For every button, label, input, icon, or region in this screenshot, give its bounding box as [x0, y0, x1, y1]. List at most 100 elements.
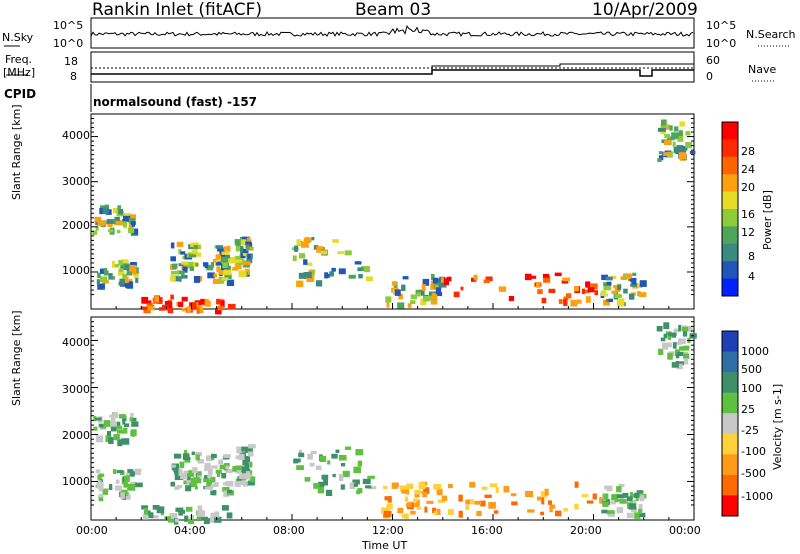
- power-cell: [165, 302, 173, 309]
- velocity-cell: [103, 420, 111, 427]
- power-cell: [558, 299, 563, 304]
- velocity-cell: [432, 507, 437, 514]
- power-cell: [162, 304, 169, 311]
- velocity-cell: [681, 326, 689, 332]
- velocity-cell: [511, 501, 518, 506]
- power-cell: [122, 215, 131, 222]
- power-cell: [107, 221, 113, 228]
- velocity-cell: [182, 453, 190, 460]
- velocity-cell: [194, 486, 198, 490]
- station-title: Rankin Inlet (fitACF): [92, 0, 263, 20]
- velocity-cell: [225, 480, 234, 486]
- power-cell: [397, 302, 405, 309]
- power-cell: [554, 272, 562, 277]
- power-cell: [216, 266, 221, 273]
- power-cell: [664, 134, 670, 139]
- velocity-cell: [122, 427, 128, 434]
- velocity-cell: [667, 334, 671, 340]
- velocity-cell: [247, 480, 255, 486]
- power-cell: [338, 268, 346, 275]
- power-cell: [430, 284, 437, 290]
- velocity-cell: [676, 363, 683, 370]
- velocity-cell: [95, 469, 101, 473]
- freq-tick-high: 18: [64, 55, 78, 68]
- velocity-cell: [574, 503, 579, 510]
- power-cell: [590, 283, 598, 290]
- cpid-label: CPID: [4, 87, 37, 101]
- power-cbar-tick-28: 28: [741, 145, 755, 158]
- velocity-cell: [484, 494, 492, 498]
- velocity-cell: [629, 491, 633, 499]
- power-cell: [483, 279, 490, 284]
- velocity-cell: [342, 470, 350, 478]
- power-cell: [344, 250, 352, 256]
- velocity-cell: [433, 511, 438, 516]
- power-cell: [407, 303, 412, 308]
- velocity-cell: [123, 481, 127, 488]
- velocity-cell: [238, 478, 246, 486]
- power-cell: [617, 284, 621, 291]
- power-cell: [111, 260, 115, 268]
- velocity-cell: [185, 485, 192, 492]
- velocity-cbar-tick-neg1000: -1000: [741, 490, 773, 503]
- velocity-cell: [555, 510, 562, 517]
- power-cell: [603, 283, 612, 291]
- xtick-0400: 04:00: [174, 524, 206, 537]
- power-cell: [296, 239, 301, 246]
- velocity-cell: [198, 509, 202, 514]
- velocity-cell: [319, 455, 327, 462]
- power-cell: [446, 276, 452, 282]
- power-cell: [180, 251, 186, 255]
- power-cell: [123, 225, 127, 229]
- power-cell: [354, 261, 362, 265]
- velocity-cell: [184, 459, 191, 463]
- power-ylabel: Slant Range [km]: [10, 104, 23, 200]
- power-cell: [111, 276, 115, 280]
- power-cell: [660, 124, 667, 130]
- velocity-cell: [414, 502, 419, 507]
- velocity-cell: [607, 510, 615, 515]
- power-cell: [114, 216, 120, 221]
- power-cell: [103, 268, 107, 272]
- power-cell: [247, 254, 251, 259]
- velocity-cell: [241, 446, 249, 452]
- power-cell: [217, 247, 225, 252]
- velocity-cell: [170, 516, 176, 523]
- velocity-cell: [614, 498, 619, 503]
- velocity-cell: [610, 501, 616, 505]
- velocity-cell: [626, 512, 634, 518]
- velocity-cell: [349, 482, 356, 489]
- velocity-cell: [675, 361, 679, 368]
- power-cell: [453, 291, 460, 298]
- velocity-cell: [150, 515, 159, 519]
- velocity-cell: [586, 500, 594, 504]
- power-cell: [176, 270, 182, 275]
- velocity-cell: [386, 503, 393, 510]
- power-cell: [186, 306, 192, 313]
- velocity-cell: [335, 449, 340, 453]
- velocity-cell: [574, 481, 579, 488]
- power-cell: [658, 155, 664, 161]
- velocity-cell: [97, 475, 102, 480]
- velocity-cell: [192, 467, 198, 473]
- power-cell: [124, 276, 129, 284]
- velocity-cell: [357, 488, 363, 494]
- power-cell: [363, 266, 370, 273]
- velocity-cell: [618, 483, 625, 488]
- power-cell: [329, 271, 334, 277]
- velocity-cell: [203, 475, 208, 479]
- power-cell: [460, 286, 464, 291]
- power-colorbar-segment: [722, 243, 738, 262]
- power-cell: [587, 287, 595, 293]
- velocity-cell: [639, 494, 645, 502]
- power-ytick-2000: 2000: [62, 219, 90, 232]
- velocity-cell: [391, 482, 398, 489]
- velocity-cell: [98, 423, 104, 428]
- power-cell: [119, 268, 123, 273]
- velocity-cell: [193, 478, 202, 484]
- velocity-cell: [244, 473, 251, 480]
- velocity-cell: [186, 478, 191, 483]
- velocity-cell: [510, 493, 517, 497]
- power-cell: [386, 302, 390, 308]
- velocity-cell: [678, 324, 682, 332]
